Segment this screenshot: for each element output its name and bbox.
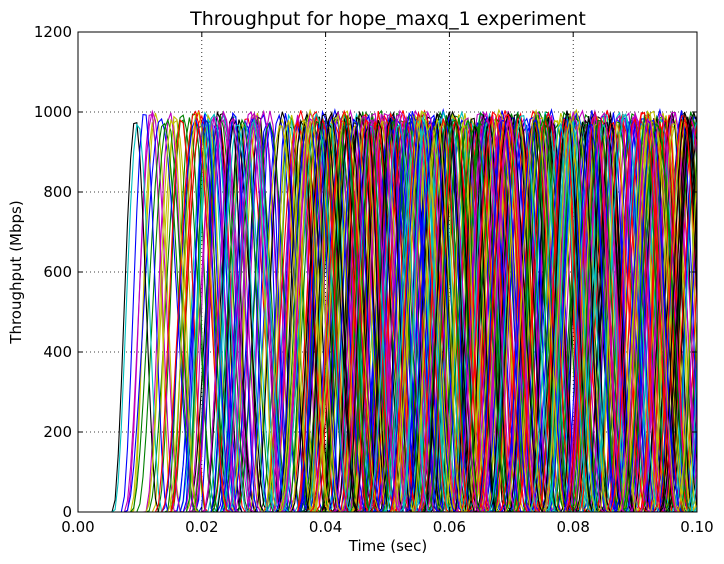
- flow-series-line: [78, 111, 697, 512]
- tick-marks: [77, 31, 698, 513]
- y-tick-label: 600: [43, 263, 72, 281]
- y-tick-label: 400: [43, 343, 72, 361]
- flow-series-line: [78, 118, 697, 512]
- y-tick-label: 1000: [34, 103, 72, 121]
- flow-series-line: [78, 111, 697, 512]
- flow-series-line: [78, 116, 697, 512]
- x-tick-label: 0.02: [185, 518, 218, 536]
- flow-series-line: [78, 111, 697, 512]
- x-tick-labels: 0.00 0.02 0.04 0.06 0.08 0.10: [61, 518, 713, 536]
- flow-series-line: [78, 110, 697, 512]
- flow-series-line: [78, 119, 697, 512]
- x-axis-label: Time (sec): [348, 537, 427, 555]
- flow-series-line: [78, 116, 697, 512]
- flow-series-line: [78, 117, 697, 512]
- y-tick-label: 1200: [34, 23, 72, 41]
- chart-title: Throughput for hope_maxq_1 experiment: [189, 8, 586, 30]
- flow-series-line: [78, 114, 697, 512]
- flow-series-line: [78, 109, 697, 512]
- x-tick-label: 0.06: [433, 518, 466, 536]
- x-tick-label: 0.10: [680, 518, 713, 536]
- flow-series-line: [78, 122, 697, 512]
- flow-series-line: [78, 118, 697, 512]
- flow-series-line: [78, 116, 697, 512]
- flow-series-line: [78, 110, 697, 512]
- flow-series-line: [78, 110, 697, 512]
- flow-series-line: [78, 117, 697, 512]
- flow-series-line: [78, 113, 697, 512]
- flow-series-line: [78, 109, 697, 512]
- flow-series-line: [78, 117, 697, 512]
- flow-series-line: [78, 122, 697, 512]
- flow-series-line: [78, 110, 697, 512]
- flow-series-line: [78, 118, 697, 512]
- x-tick-label: 0.00: [61, 518, 94, 536]
- y-tick-label: 200: [43, 423, 72, 441]
- flow-series-line: [78, 118, 697, 512]
- flow-series-line: [78, 117, 697, 512]
- flow-series-line: [78, 122, 697, 512]
- flow-series-line: [78, 108, 697, 512]
- flow-series-line: [78, 122, 697, 512]
- x-tick-label: 0.08: [556, 518, 589, 536]
- flow-series-line: [78, 113, 697, 512]
- y-tick-label: 800: [43, 183, 72, 201]
- flow-series-line: [78, 113, 697, 512]
- flow-series-line: [78, 113, 697, 512]
- flow-series-line: [78, 121, 697, 512]
- flow-series-line: [78, 121, 697, 512]
- series-lines: [78, 107, 697, 512]
- flow-series-line: [78, 118, 697, 512]
- y-axis-label: Throughput (Mbps): [7, 200, 25, 344]
- y-tick-label: 0: [62, 503, 72, 521]
- flow-series-line: [78, 117, 697, 512]
- flow-series-line: [78, 120, 697, 512]
- flow-series-line: [78, 110, 697, 512]
- flow-series-line: [78, 114, 697, 512]
- y-tick-labels: 0 200 400 600 800 1000 1200: [34, 23, 72, 521]
- x-tick-label: 0.04: [309, 518, 342, 536]
- flow-series-line: [78, 114, 697, 512]
- flow-series-line: [78, 119, 697, 512]
- flow-series-line: [78, 112, 697, 512]
